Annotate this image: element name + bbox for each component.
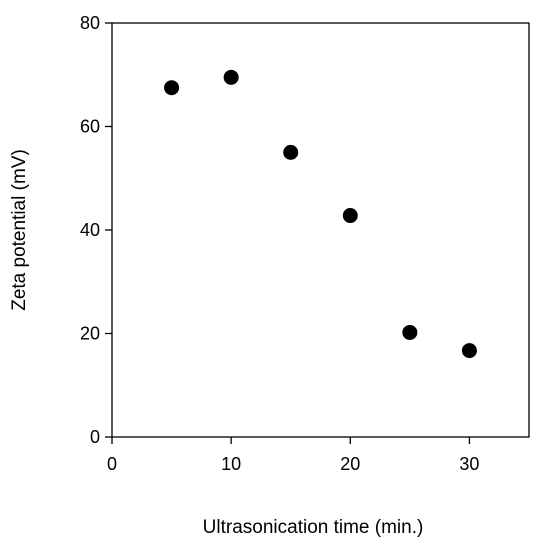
data-point: [283, 144, 299, 160]
y-axis-title: Zeta potential (mV): [9, 149, 30, 311]
x-tick-label: 20: [340, 454, 360, 474]
x-tick-label: 30: [459, 454, 479, 474]
data-point: [342, 208, 358, 224]
y-tick-label: 60: [80, 117, 100, 137]
y-axis-ticks: 0 20 40 60 80: [80, 13, 112, 447]
data-point: [402, 324, 418, 340]
data-point: [461, 343, 477, 359]
x-tick-label: 0: [107, 454, 117, 474]
y-tick-label: 20: [80, 324, 100, 344]
data-point: [223, 69, 239, 85]
data-point: [164, 80, 180, 96]
data-points: [164, 69, 477, 359]
x-axis-title: Ultrasonication time (min.): [203, 517, 424, 538]
y-tick-label: 80: [80, 13, 100, 33]
x-axis-ticks: 0 10 20 30: [107, 437, 479, 474]
y-tick-label: 40: [80, 220, 100, 240]
x-tick-label: 10: [221, 454, 241, 474]
y-tick-label: 0: [90, 427, 100, 447]
